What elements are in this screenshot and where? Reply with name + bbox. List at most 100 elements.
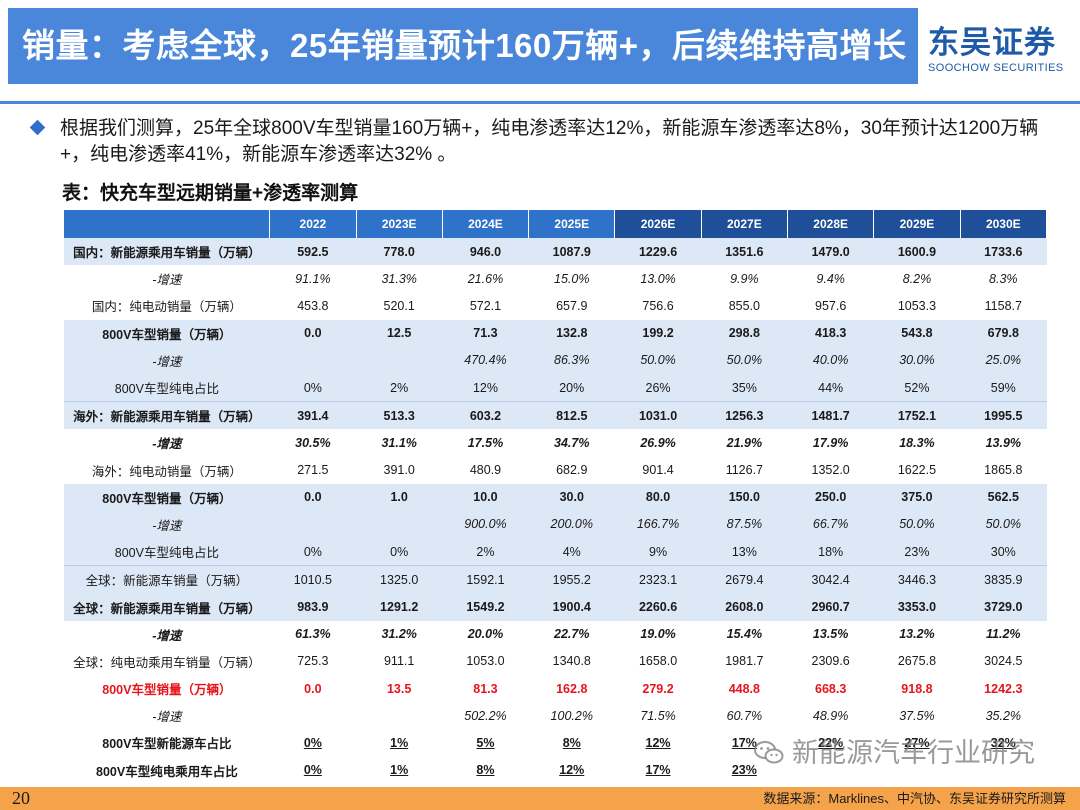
table-cell: 983.9 <box>269 593 357 621</box>
table-cell: 1622.5 <box>897 463 937 478</box>
table-cell: 453.8 <box>297 298 329 313</box>
table-cell: 901.4 <box>642 463 674 478</box>
table-cell: 756.6 <box>642 298 674 313</box>
table-cell: 199.2 <box>614 319 702 347</box>
table-cell: 71.3 <box>442 319 529 347</box>
table-row: 国内：纯电动销量（万辆） 453.8 520.1 572.1 657.9 756.6 855… <box>64 292 1047 319</box>
table-cell: 30.5% <box>295 435 331 450</box>
table-cell: 375.0 <box>873 483 961 511</box>
table-cell: 71.5% <box>640 708 676 723</box>
row-label: -增速 <box>152 273 182 288</box>
table-cell <box>270 702 356 729</box>
table-cell: 1995.5 <box>960 401 1047 430</box>
column-header: 2024E <box>442 210 530 238</box>
table-cell: 132.8 <box>528 319 615 347</box>
table-row: -增速 900.0% 200.0% 166.7% 87.5% 66.7% 50.0% 50.0… <box>64 510 1047 539</box>
table-cell: 1031.0 <box>614 401 702 430</box>
table-cell: 35.2% <box>985 708 1022 723</box>
table-cell: 22.7% <box>554 627 590 642</box>
table-cell: 32% <box>990 735 1016 750</box>
table-row: -增速 502.2% 100.2% 71.5% 60.7% 48.9% 37.5% 35.2% <box>64 702 1047 729</box>
table-cell: 10.0 <box>442 483 529 511</box>
table-cell: 3042.4 <box>787 565 874 594</box>
row-label: 全球：新能源车销量（万辆） <box>64 565 270 594</box>
table-cell: 1865.8 <box>984 463 1023 478</box>
header-divider <box>0 101 1080 104</box>
table-cell: 17.5% <box>467 435 504 450</box>
table-cell <box>269 510 357 539</box>
table-cell: 26.9% <box>640 435 676 450</box>
table-cell: 200.0% <box>528 510 615 539</box>
table-cell: 391.4 <box>269 401 357 430</box>
table-cell: 1352.0 <box>811 463 850 478</box>
table-cell: 37.5% <box>899 708 935 723</box>
table-cell: 2309.6 <box>811 654 850 669</box>
row-label: 全球：新能源乘用车销量（万辆） <box>64 593 270 621</box>
table-cell: 657.9 <box>556 298 588 313</box>
table-cell: 26% <box>614 373 702 402</box>
table-cell: 1229.6 <box>614 238 702 266</box>
row-label: 800V车型纯电占比 <box>64 538 270 566</box>
table-cell: 86.3% <box>528 346 615 374</box>
table-cell: 3446.3 <box>873 565 961 594</box>
table-cell: 448.8 <box>728 681 760 696</box>
table-cell: 1600.9 <box>873 238 961 266</box>
table-cell: 50.0% <box>873 510 961 539</box>
row-label: -增速 <box>152 710 182 725</box>
table-cell: 520.1 <box>383 298 415 313</box>
table-cell: 682.9 <box>556 463 588 478</box>
table-cell: 11.2% <box>986 627 1021 642</box>
table-cell: 0.0 <box>269 483 357 511</box>
column-header: 2025E <box>528 210 616 238</box>
table-cell: 1256.3 <box>701 401 788 430</box>
table-cell: 778.0 <box>356 238 443 266</box>
table-cell: 166.7% <box>614 510 702 539</box>
row-label: 海外：纯电动销量（万辆） <box>91 464 242 479</box>
table-cell: 1053.3 <box>897 298 937 313</box>
table-cell: 0.0 <box>304 681 322 696</box>
table-cell: 2608.0 <box>701 593 788 621</box>
page-number: 20 <box>12 788 30 808</box>
table-cell: 470.4% <box>442 346 529 374</box>
table-cell: 1592.1 <box>442 565 529 594</box>
table-row: 800V车型销量（万辆） 0.0 13.5 81.3 162.8 279.2 448.8 66… <box>64 675 1047 702</box>
table-cell: 1% <box>390 735 409 750</box>
table-cell: 3024.5 <box>984 654 1023 669</box>
table-cell: 12.5 <box>356 319 443 347</box>
table-cell: 8% <box>476 763 495 778</box>
table-header-row: 2022 2023E 2024E 2025E 2026E 2027E 2028E… <box>64 210 1048 238</box>
row-label: -增速 <box>64 346 270 374</box>
table-cell: 1010.5 <box>269 565 357 594</box>
slide-title: 销量：考虑全球，25年销量预计160万辆+，后续维持高增长 <box>8 8 918 84</box>
table-row: -增速 30.5% 31.1% 17.5% 34.7% 26.9% 21.9% 17.9% 18… <box>64 429 1047 456</box>
table-cell: 4% <box>528 538 615 566</box>
table-cell: 480.9 <box>469 463 502 478</box>
row-label: -增速 <box>152 437 182 452</box>
table-cell: 668.3 <box>815 681 847 696</box>
table-cell: 18% <box>787 538 874 566</box>
table-row: 800V车型新能源车占比 0% 1% 5% 8% 12% 17% 22% 27% 32% <box>64 729 1047 756</box>
table-cell: 12% <box>559 763 585 778</box>
table-cell: 60.7% <box>726 708 763 723</box>
table-cell: 48.9% <box>812 708 849 723</box>
column-header: 2026E <box>614 210 702 238</box>
table-cell: 27% <box>904 735 930 750</box>
wechat-icon <box>754 741 784 764</box>
logo-english-text: SOOCHOW SECURITIES <box>928 62 1064 74</box>
table-cell: 1955.2 <box>528 565 615 594</box>
table-cell: 17% <box>731 735 757 750</box>
table-cell: 13.5% <box>812 627 849 642</box>
table-cell: 1981.7 <box>725 654 764 669</box>
table-cell: 0% <box>356 538 443 566</box>
table-cell: 2960.7 <box>787 593 874 621</box>
row-label: 800V车型销量（万辆） <box>102 683 232 698</box>
table-cell: 30.0 <box>528 483 615 511</box>
table-cell: 0% <box>269 538 357 566</box>
table-row: 全球：纯电动乘用车销量（万辆） 725.3 911.1 1053.0 1340.8 165… <box>64 648 1047 675</box>
row-label: 800V车型纯电占比 <box>64 373 270 402</box>
column-header: 2030E <box>960 210 1048 238</box>
row-label: 800V车型销量（万辆） <box>64 319 270 347</box>
table-cell: 572.1 <box>469 298 502 313</box>
table-cell: 562.5 <box>960 483 1047 511</box>
table-row: -增速 61.3% 31.2% 20.0% 22.7% 19.0% 15.4% 13.5% 13… <box>64 621 1047 648</box>
